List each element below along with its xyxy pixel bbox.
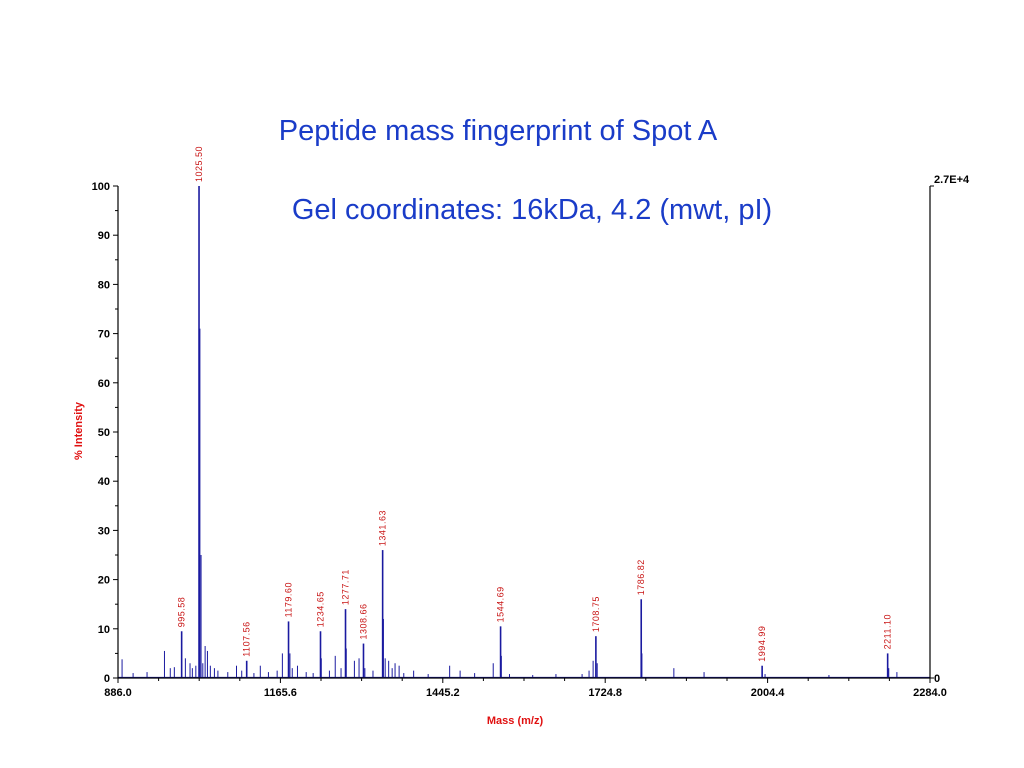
y-tick-label: 100 <box>92 181 110 193</box>
peak-mass-label: 1107.56 <box>242 621 252 656</box>
spectrum-trace <box>118 186 930 679</box>
x-tick-label: 2004.4 <box>751 687 786 699</box>
y-tick-label: 70 <box>98 329 110 341</box>
peak-mass-label: 1277.71 <box>341 569 351 605</box>
y-tick-label: 80 <box>98 279 110 291</box>
peak-mass-label: 1708.75 <box>591 596 601 632</box>
x-tick-label: 1724.8 <box>588 687 622 699</box>
y-tick-label: 50 <box>98 427 110 439</box>
tick-labels: 0 10 20 30 40 50 60 70 80 90 100 886.0 1165.6 1445.2 1… <box>92 181 947 699</box>
x-tick-label: 2284.0 <box>913 687 947 699</box>
peak-mass-label: 1341.63 <box>378 510 388 546</box>
y-tick-label: 0 <box>104 673 110 685</box>
y-tick-label: 40 <box>98 476 110 488</box>
chart-axes <box>113 185 934 683</box>
right-axis-max-label: 2.7E+4 <box>934 174 970 186</box>
x-tick-label: 1165.6 <box>264 687 297 699</box>
peak-mass-label: 1544.69 <box>496 586 506 622</box>
slide-title: Peptide mass fingerprint of Spot A <box>279 115 718 147</box>
y-tick-label: 60 <box>98 378 110 390</box>
y-axis-label: % Intensity <box>73 401 85 460</box>
right-axis-min-label: 0 <box>934 673 940 685</box>
peak-mass-label: 1025.50 <box>194 146 204 182</box>
mass-spectrum-chart: 0 10 20 30 40 50 60 70 80 90 100 886.0 1165.6 1445.2 1… <box>73 146 970 727</box>
peak-mass-label: 1994.99 <box>757 626 767 662</box>
y-tick-label: 10 <box>98 624 110 636</box>
peak-mass-label: 2211.10 <box>883 614 893 649</box>
x-axis-label: Mass (m/z) <box>487 715 544 727</box>
x-tick-label: 886.0 <box>104 687 132 699</box>
peak-mass-label: 1179.60 <box>284 582 294 617</box>
x-tick-label: 1445.2 <box>426 687 460 699</box>
y-tick-label: 90 <box>98 230 110 242</box>
peak-mass-label: 1234.65 <box>316 591 326 627</box>
peak-mass-label: 1308.66 <box>358 604 368 640</box>
peak-mass-label: 995.58 <box>177 597 187 628</box>
y-tick-label: 30 <box>98 525 110 537</box>
peak-labels: 995.58 1025.50 1107.56 1179.60 1234.65 1277.7… <box>177 146 893 662</box>
y-tick-label: 20 <box>98 575 110 587</box>
slide-subtitle: Gel coordinates: 16kDa, 4.2 (mwt, pI) <box>292 194 772 226</box>
peak-mass-label: 1786.82 <box>636 559 646 595</box>
